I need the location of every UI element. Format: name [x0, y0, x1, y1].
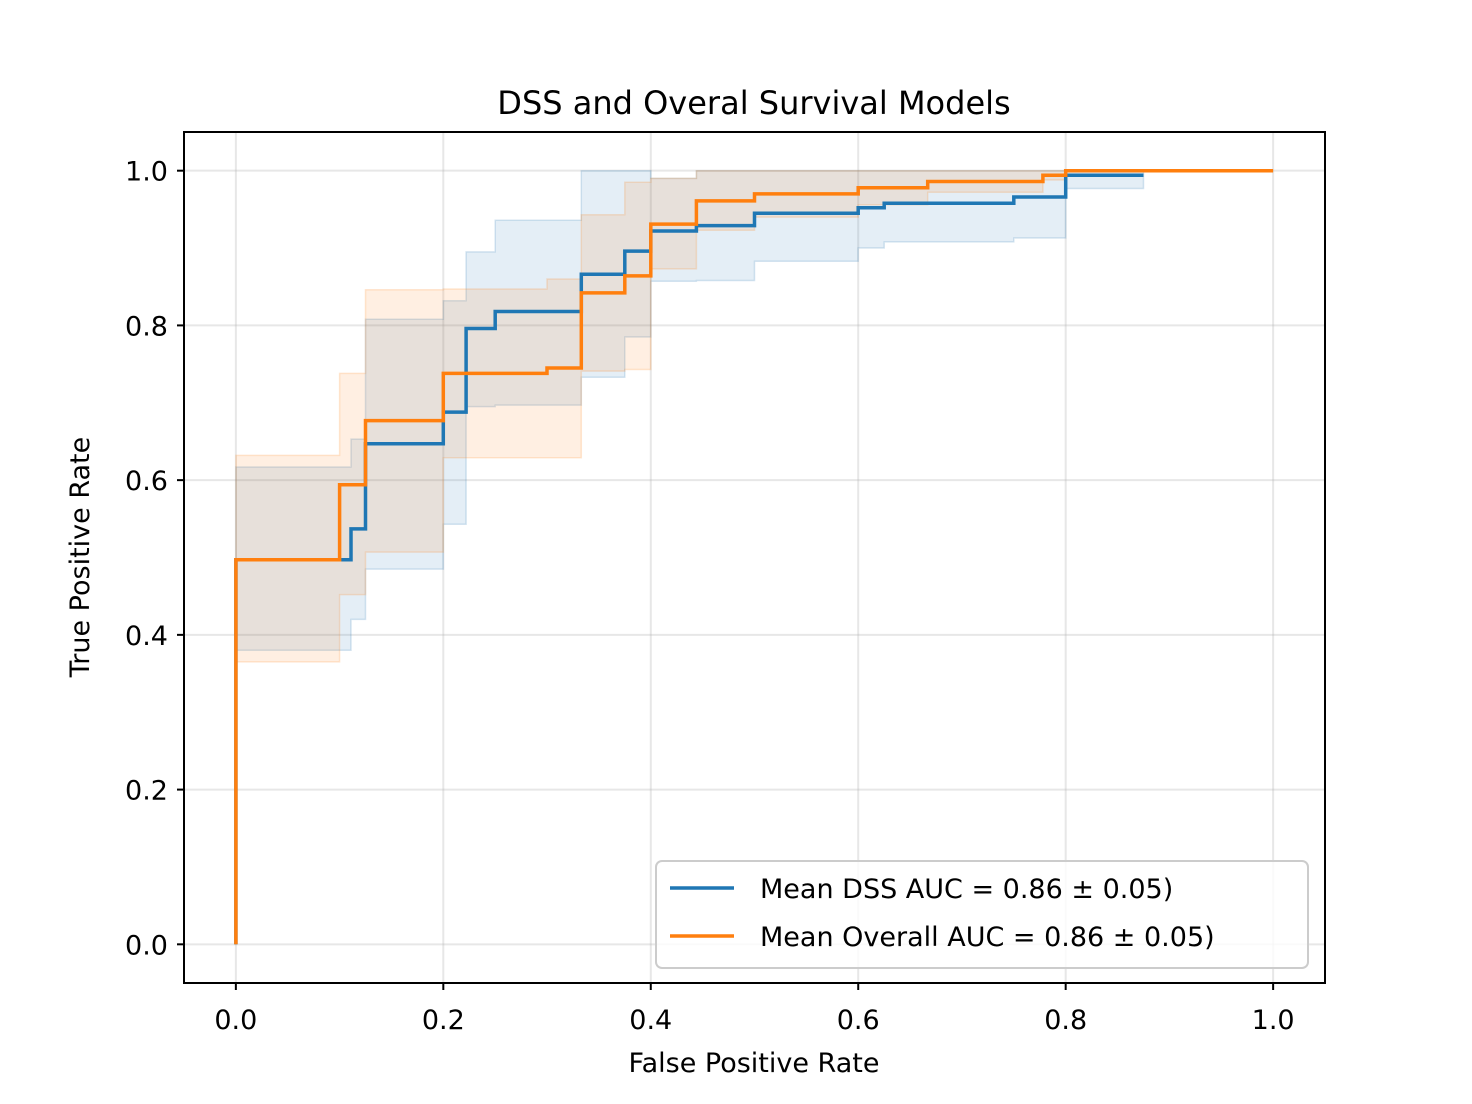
plot-area: [183, 131, 1326, 984]
y-tick-label: 0.0: [125, 930, 168, 961]
x-tick-label: 0.0: [214, 1005, 257, 1036]
y-tick-label: 0.2: [125, 776, 168, 807]
x-axis-label: False Positive Rate: [629, 1048, 880, 1079]
y-tick-label: 0.6: [125, 466, 168, 497]
y-tick-label: 1.0: [125, 157, 168, 188]
legend-box: [655, 860, 1309, 969]
x-tick-label: 0.8: [1044, 1005, 1087, 1036]
legend-label-overall: Mean Overall AUC = 0.86 ± 0.05): [760, 922, 1215, 953]
x-tick-label: 0.6: [837, 1005, 880, 1036]
x-axis-ticks: 0.0 0.2 0.4 0.6 0.8 1.0: [214, 983, 1295, 1036]
x-tick-label: 1.0: [1252, 1005, 1295, 1036]
x-tick-label: 0.2: [422, 1005, 465, 1036]
band-dss: [235, 169, 1145, 945]
plot-frame: [183, 131, 1326, 984]
chart-title: DSS and Overal Survival Models: [497, 84, 1010, 122]
line-overall: [234, 168, 1274, 945]
y-axis-ticks: 0.0 0.2 0.4 0.6 0.8 1.0: [125, 157, 184, 961]
y-axis-label: True Positive Rate: [65, 437, 96, 679]
series-lines: [234, 168, 1274, 945]
x-tick-label: 0.4: [629, 1005, 672, 1036]
legend-label-dss: Mean DSS AUC = 0.86 ± 0.05): [760, 874, 1173, 905]
y-tick-label: 0.4: [125, 621, 168, 652]
plot-background: [184, 132, 1325, 983]
legend: Mean DSS AUC = 0.86 ± 0.05) Mean Overall…: [655, 860, 1309, 969]
y-tick-label: 0.8: [125, 311, 168, 342]
